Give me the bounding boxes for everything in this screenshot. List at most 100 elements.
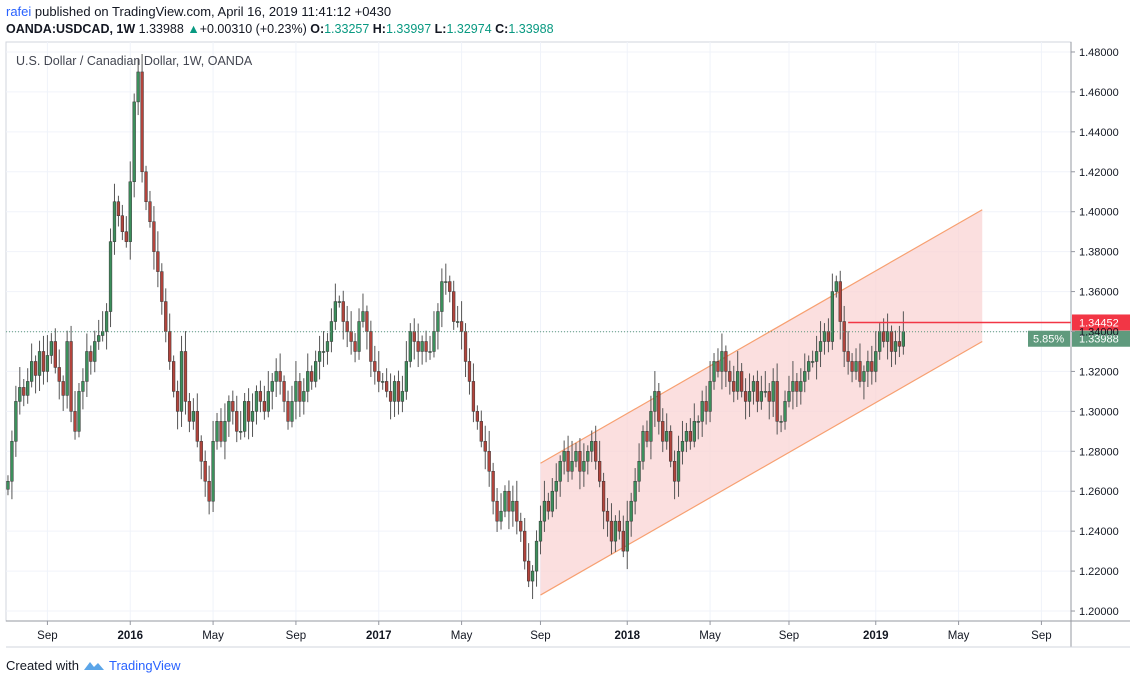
candle-body	[463, 331, 468, 362]
candle-body	[803, 371, 807, 382]
candle-body	[459, 321, 464, 332]
candle-body	[862, 371, 866, 382]
y-tick-label: 1.20000	[1079, 606, 1119, 618]
candle-body	[487, 451, 491, 472]
candle-body	[732, 381, 736, 392]
candle-body	[503, 490, 507, 512]
candle-body	[901, 331, 905, 347]
candle-body	[712, 361, 716, 382]
candle-body	[270, 381, 274, 392]
candle-body	[191, 411, 195, 422]
candle-body	[672, 461, 677, 482]
candle-body	[830, 291, 834, 342]
candle-body	[302, 391, 306, 402]
candle-body	[246, 401, 251, 422]
candle-body	[653, 391, 657, 412]
candle-body	[310, 371, 314, 382]
price-change: +0.00310 (+0.23%)	[199, 22, 307, 36]
tradingview-brand[interactable]: TradingView	[108, 658, 181, 673]
x-tick-label: 2017	[366, 630, 392, 642]
candle-body	[566, 451, 570, 472]
candle-body	[550, 490, 554, 512]
candle-body	[534, 540, 539, 572]
author-name[interactable]: rafei	[6, 4, 32, 19]
candle-body	[353, 341, 357, 352]
candle-body	[400, 391, 405, 402]
candle-body	[69, 341, 73, 412]
candle-body	[61, 381, 65, 396]
candle-body	[85, 351, 89, 382]
candle-body	[661, 421, 665, 442]
candle-body	[440, 281, 444, 312]
candle-body	[783, 401, 787, 422]
candle-body	[306, 371, 310, 392]
candle-body	[195, 411, 199, 442]
candle-body	[558, 461, 562, 482]
candle-body	[26, 381, 30, 396]
candle-body	[601, 480, 606, 512]
candle-body	[203, 461, 207, 482]
candle-body	[850, 361, 854, 372]
candle-body	[791, 381, 795, 392]
y-tick-label: 1.48000	[1079, 47, 1119, 59]
candle-body	[708, 381, 712, 412]
candle-body	[65, 341, 69, 396]
candle-body	[814, 351, 819, 362]
candle-body	[396, 381, 401, 402]
x-tick-label: Sep	[530, 630, 550, 642]
candle-body	[215, 421, 219, 442]
candle-body	[763, 391, 767, 393]
candle-body	[870, 361, 874, 372]
candle-body	[235, 411, 239, 432]
candle-body	[562, 451, 566, 462]
candle-body	[740, 371, 744, 392]
last-price: 1.33988	[138, 22, 184, 36]
candle-body	[211, 441, 215, 502]
candle-body	[826, 331, 831, 342]
y-tick-label: 1.44000	[1079, 127, 1119, 139]
candle-body	[18, 387, 22, 402]
candle-body	[882, 331, 886, 342]
candle-body	[598, 461, 602, 482]
candle-body	[172, 361, 176, 392]
candlestick-series	[6, 53, 905, 600]
tradingview-logo-icon[interactable]	[83, 659, 105, 673]
candle-body	[81, 381, 85, 392]
up-arrow-icon: ▲	[187, 22, 200, 36]
candle-body	[136, 71, 140, 103]
candle-body	[219, 421, 223, 442]
candle-body	[448, 281, 452, 292]
candle-body	[412, 331, 416, 342]
candle-body	[392, 381, 397, 402]
candle-body	[755, 381, 760, 402]
candle-body	[641, 431, 645, 462]
candle-body	[243, 401, 247, 432]
candle-body	[278, 371, 282, 382]
candle-body	[716, 361, 720, 372]
candle-body	[795, 381, 799, 392]
candle-body	[266, 391, 270, 412]
candle-body	[250, 411, 255, 422]
candle-body	[838, 281, 842, 322]
candle-body	[586, 451, 590, 462]
candle-body	[854, 361, 858, 372]
candle-body	[736, 371, 740, 392]
candle-body	[893, 341, 898, 352]
candle-body	[897, 341, 902, 347]
candle-body	[6, 480, 10, 490]
x-tick-label: Sep	[1031, 630, 1051, 642]
candle-body	[787, 391, 791, 402]
candle-body	[858, 361, 862, 382]
candle-body	[10, 441, 14, 482]
candle-body	[747, 391, 752, 402]
resistance-price-tag	[1072, 314, 1130, 331]
candle-body	[152, 221, 156, 252]
candle-body	[317, 351, 322, 362]
y-tick-label: 1.42000	[1079, 167, 1119, 179]
candle-body	[700, 401, 704, 422]
candle-body	[168, 331, 172, 362]
candle-body	[818, 341, 823, 352]
candle-body	[432, 331, 436, 352]
candle-body	[680, 441, 685, 452]
